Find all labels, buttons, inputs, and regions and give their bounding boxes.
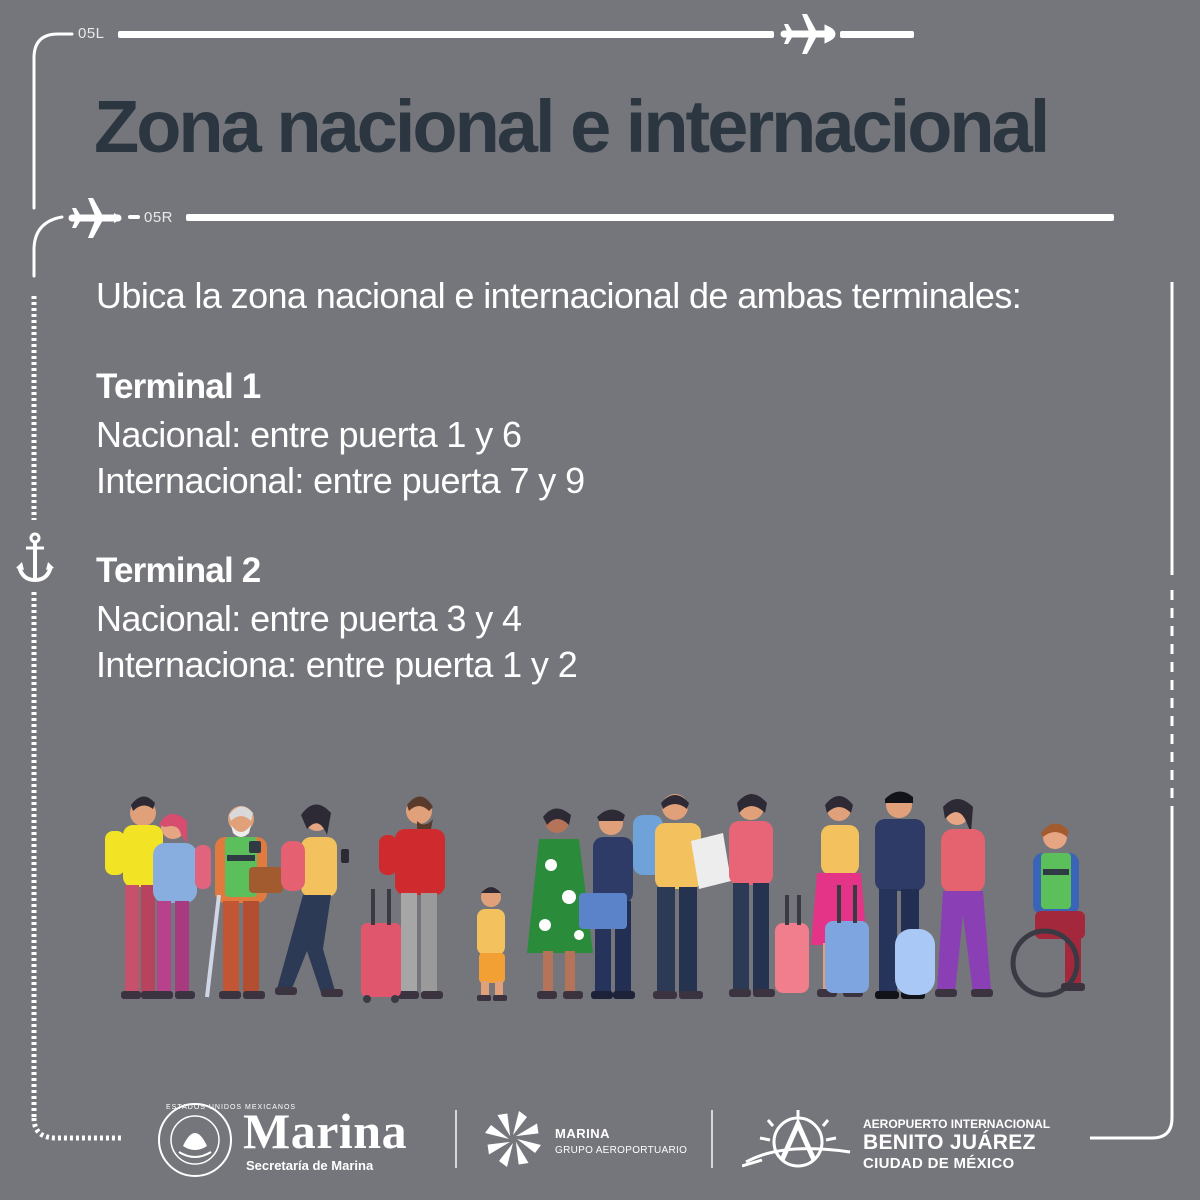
aicm-line1: AEROPUERTO INTERNACIONAL (863, 1117, 1051, 1131)
runway-line-05l (118, 31, 774, 38)
traveler-figure (633, 794, 731, 999)
terminal-1-title: Terminal 1 (96, 367, 261, 406)
runway-dash (128, 215, 140, 219)
grupo-subtitle: GRUPO AEROPORTUARIO (555, 1145, 688, 1156)
traveler-figure (527, 808, 593, 999)
footer-divider (455, 1110, 457, 1168)
runway-line-05l-end (840, 31, 914, 38)
airplane-icon (780, 14, 836, 54)
footer-divider (711, 1110, 713, 1168)
traveler-figure (205, 806, 283, 999)
terminal-1-internacional: Internacional: entre puerta 7 y 9 (96, 460, 585, 501)
terminal-2-title: Terminal 2 (96, 551, 261, 590)
airplane-icon (68, 198, 122, 238)
aicm-line2: BENITO JUÁREZ (863, 1131, 1036, 1154)
traveler-figure (811, 796, 869, 997)
runway-label-05l: 05L (78, 25, 105, 42)
grupo-name: MARINA (555, 1126, 610, 1141)
traveler-figure (105, 796, 163, 999)
seal-text: ESTADOS UNIDOS MEXICANOS (166, 1104, 297, 1111)
traveler-figure (935, 799, 993, 997)
traveler-figure (875, 791, 935, 999)
traveler-figure (477, 887, 507, 1001)
page-title: Zona nacional e internacional (94, 85, 1050, 168)
aicm-emblem-icon (742, 1110, 851, 1168)
intro-text: Ubica la zona nacional e internacional d… (96, 275, 1022, 316)
seal-icon (158, 1103, 232, 1177)
anchor-icon (16, 532, 54, 583)
terminal-2-nacional: Nacional: entre puerta 3 y 4 (96, 598, 522, 639)
traveler-figure (275, 804, 349, 997)
runway-label-05r: 05R (144, 209, 174, 226)
terminal-1-nacional: Nacional: entre puerta 1 y 6 (96, 414, 522, 455)
marina-subtitle: Secretaría de Marina (246, 1158, 374, 1173)
runway-line-05r (186, 214, 1114, 221)
aicm-line3: CIUDAD DE MÉXICO (863, 1155, 1015, 1172)
travelers-illustration (105, 791, 1085, 1003)
terminal-2-internacional: Internaciona: entre puerta 1 y 2 (96, 644, 578, 685)
traveler-figure (153, 813, 211, 999)
traveler-figure (361, 796, 445, 1003)
marina-logo-text: Marina (243, 1103, 408, 1159)
traveler-figure (579, 809, 635, 999)
pinwheel-icon (485, 1111, 541, 1167)
traveler-figure (729, 794, 809, 997)
traveler-figure (1010, 823, 1085, 998)
